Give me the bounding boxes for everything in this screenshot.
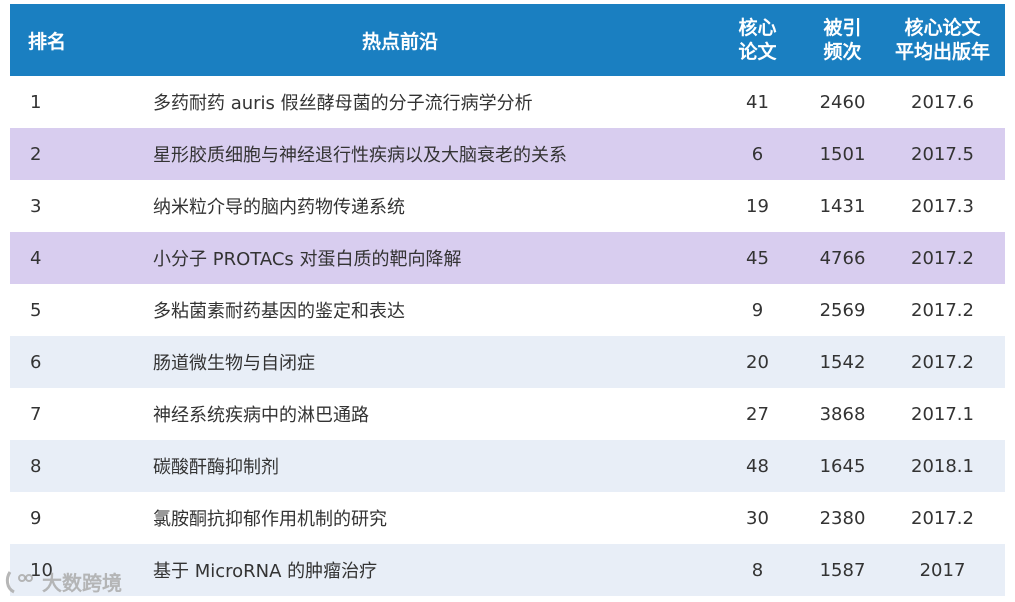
core-papers-cell: 6 [751,143,764,165]
table-row: 10 基于 MicroRNA 的肿瘤治疗 8 1587 2017 [10,544,1005,596]
core-papers-cell: 41 [746,91,769,113]
rank-cell: 9 [30,507,42,529]
rank-cell: 5 [30,299,42,321]
topic-cell: 多粘菌素耐药基因的鉴定和表达 [153,301,405,322]
rank-cell: 2 [30,143,42,165]
watermark: 大数跨境 [4,567,122,596]
citations-cell: 1645 [819,455,866,477]
watermark-logo-icon [5,570,33,593]
table-row: 9 氯胺酮抗抑郁作用机制的研究 30 2380 2017.2 [10,492,1005,544]
header-rank: 排名 [28,30,67,53]
core-papers-cell: 30 [746,507,769,529]
core-papers-cell: 8 [751,559,764,581]
core-papers-cell: 9 [751,299,764,321]
header-core-papers: 核心 论文 [738,17,777,63]
rank-cell: 3 [30,195,42,217]
hotspot-table: 排名 热点前沿 核心 论文 被引 频次 核心论文 平均出版年 1 多药耐药 auris … [10,4,1005,596]
rank-cell: 10 [30,559,53,581]
table-header: 排名 热点前沿 核心 论文 被引 频次 核心论文 平均出版年 [10,4,1005,76]
topic-cell: 多药耐药 auris 假丝酵母菌的分子流行病学分析 [153,93,533,114]
citations-cell: 2460 [819,91,866,113]
avg-year-cell: 2017.2 [911,299,974,321]
citations-cell: 2380 [819,507,866,529]
topic-cell: 肠道微生物与自闭症 [153,353,315,374]
table-row: 2 星形胶质细胞与神经退行性疾病以及大脑衰老的关系 6 1501 2017.5 [10,128,1005,180]
table-row: 1 多药耐药 auris 假丝酵母菌的分子流行病学分析 41 2460 2017.6 [10,76,1005,128]
avg-year-cell: 2017.2 [911,247,974,269]
avg-year-cell: 2017.2 [911,507,974,529]
avg-year-cell: 2017.5 [911,143,974,165]
topic-cell: 神经系统疾病中的淋巴通路 [153,405,369,426]
avg-year-cell: 2017.3 [911,195,974,217]
table-row: 7 神经系统疾病中的淋巴通路 27 3868 2017.1 [10,388,1005,440]
table-row: 8 碳酸酐酶抑制剂 48 1645 2018.1 [10,440,1005,492]
table-row: 6 肠道微生物与自闭症 20 1542 2017.2 [10,336,1005,388]
topic-cell: 纳米粒介导的脑内药物传递系统 [153,197,405,218]
header-citations: 被引 频次 [823,17,862,63]
core-papers-cell: 45 [746,247,769,269]
core-papers-cell: 19 [746,195,769,217]
rank-cell: 8 [30,455,42,477]
rank-cell: 6 [30,351,42,373]
citations-cell: 3868 [819,403,866,425]
citations-cell: 1501 [819,143,866,165]
watermark-text: 大数跨境 [42,571,122,595]
avg-year-cell: 2017 [919,559,966,581]
rank-cell: 7 [30,403,42,425]
header-topic: 热点前沿 [361,30,438,53]
citations-cell: 1542 [819,351,866,373]
rank-cell: 1 [30,91,42,113]
table-body: 1 多药耐药 auris 假丝酵母菌的分子流行病学分析 41 2460 2017.6 2 星… [10,76,1005,596]
citations-cell: 1431 [819,195,866,217]
avg-year-cell: 2017.6 [911,91,974,113]
header-avg-year: 核心论文 平均出版年 [894,17,990,63]
citations-cell: 1587 [819,559,866,581]
table-row: 5 多粘菌素耐药基因的鉴定和表达 9 2569 2017.2 [10,284,1005,336]
avg-year-cell: 2017.1 [911,403,974,425]
topic-cell: 碳酸酐酶抑制剂 [153,457,279,478]
citations-cell: 4766 [819,247,866,269]
topic-cell: 基于 MicroRNA 的肿瘤治疗 [153,561,378,582]
core-papers-cell: 27 [746,403,769,425]
citations-cell: 2569 [819,299,866,321]
topic-cell: 星形胶质细胞与神经退行性疾病以及大脑衰老的关系 [153,145,567,166]
avg-year-cell: 2017.2 [911,351,974,373]
topic-cell: 小分子 PROTACs 对蛋白质的靶向降解 [153,249,462,270]
topic-cell: 氯胺酮抗抑郁作用机制的研究 [153,509,387,530]
table-row: 4 小分子 PROTACs 对蛋白质的靶向降解 45 4766 2017.2 [10,232,1005,284]
rank-cell: 4 [30,247,42,269]
avg-year-cell: 2018.1 [911,455,974,477]
table-row: 3 纳米粒介导的脑内药物传递系统 19 1431 2017.3 [10,180,1005,232]
core-papers-cell: 20 [746,351,769,373]
core-papers-cell: 48 [746,455,769,477]
